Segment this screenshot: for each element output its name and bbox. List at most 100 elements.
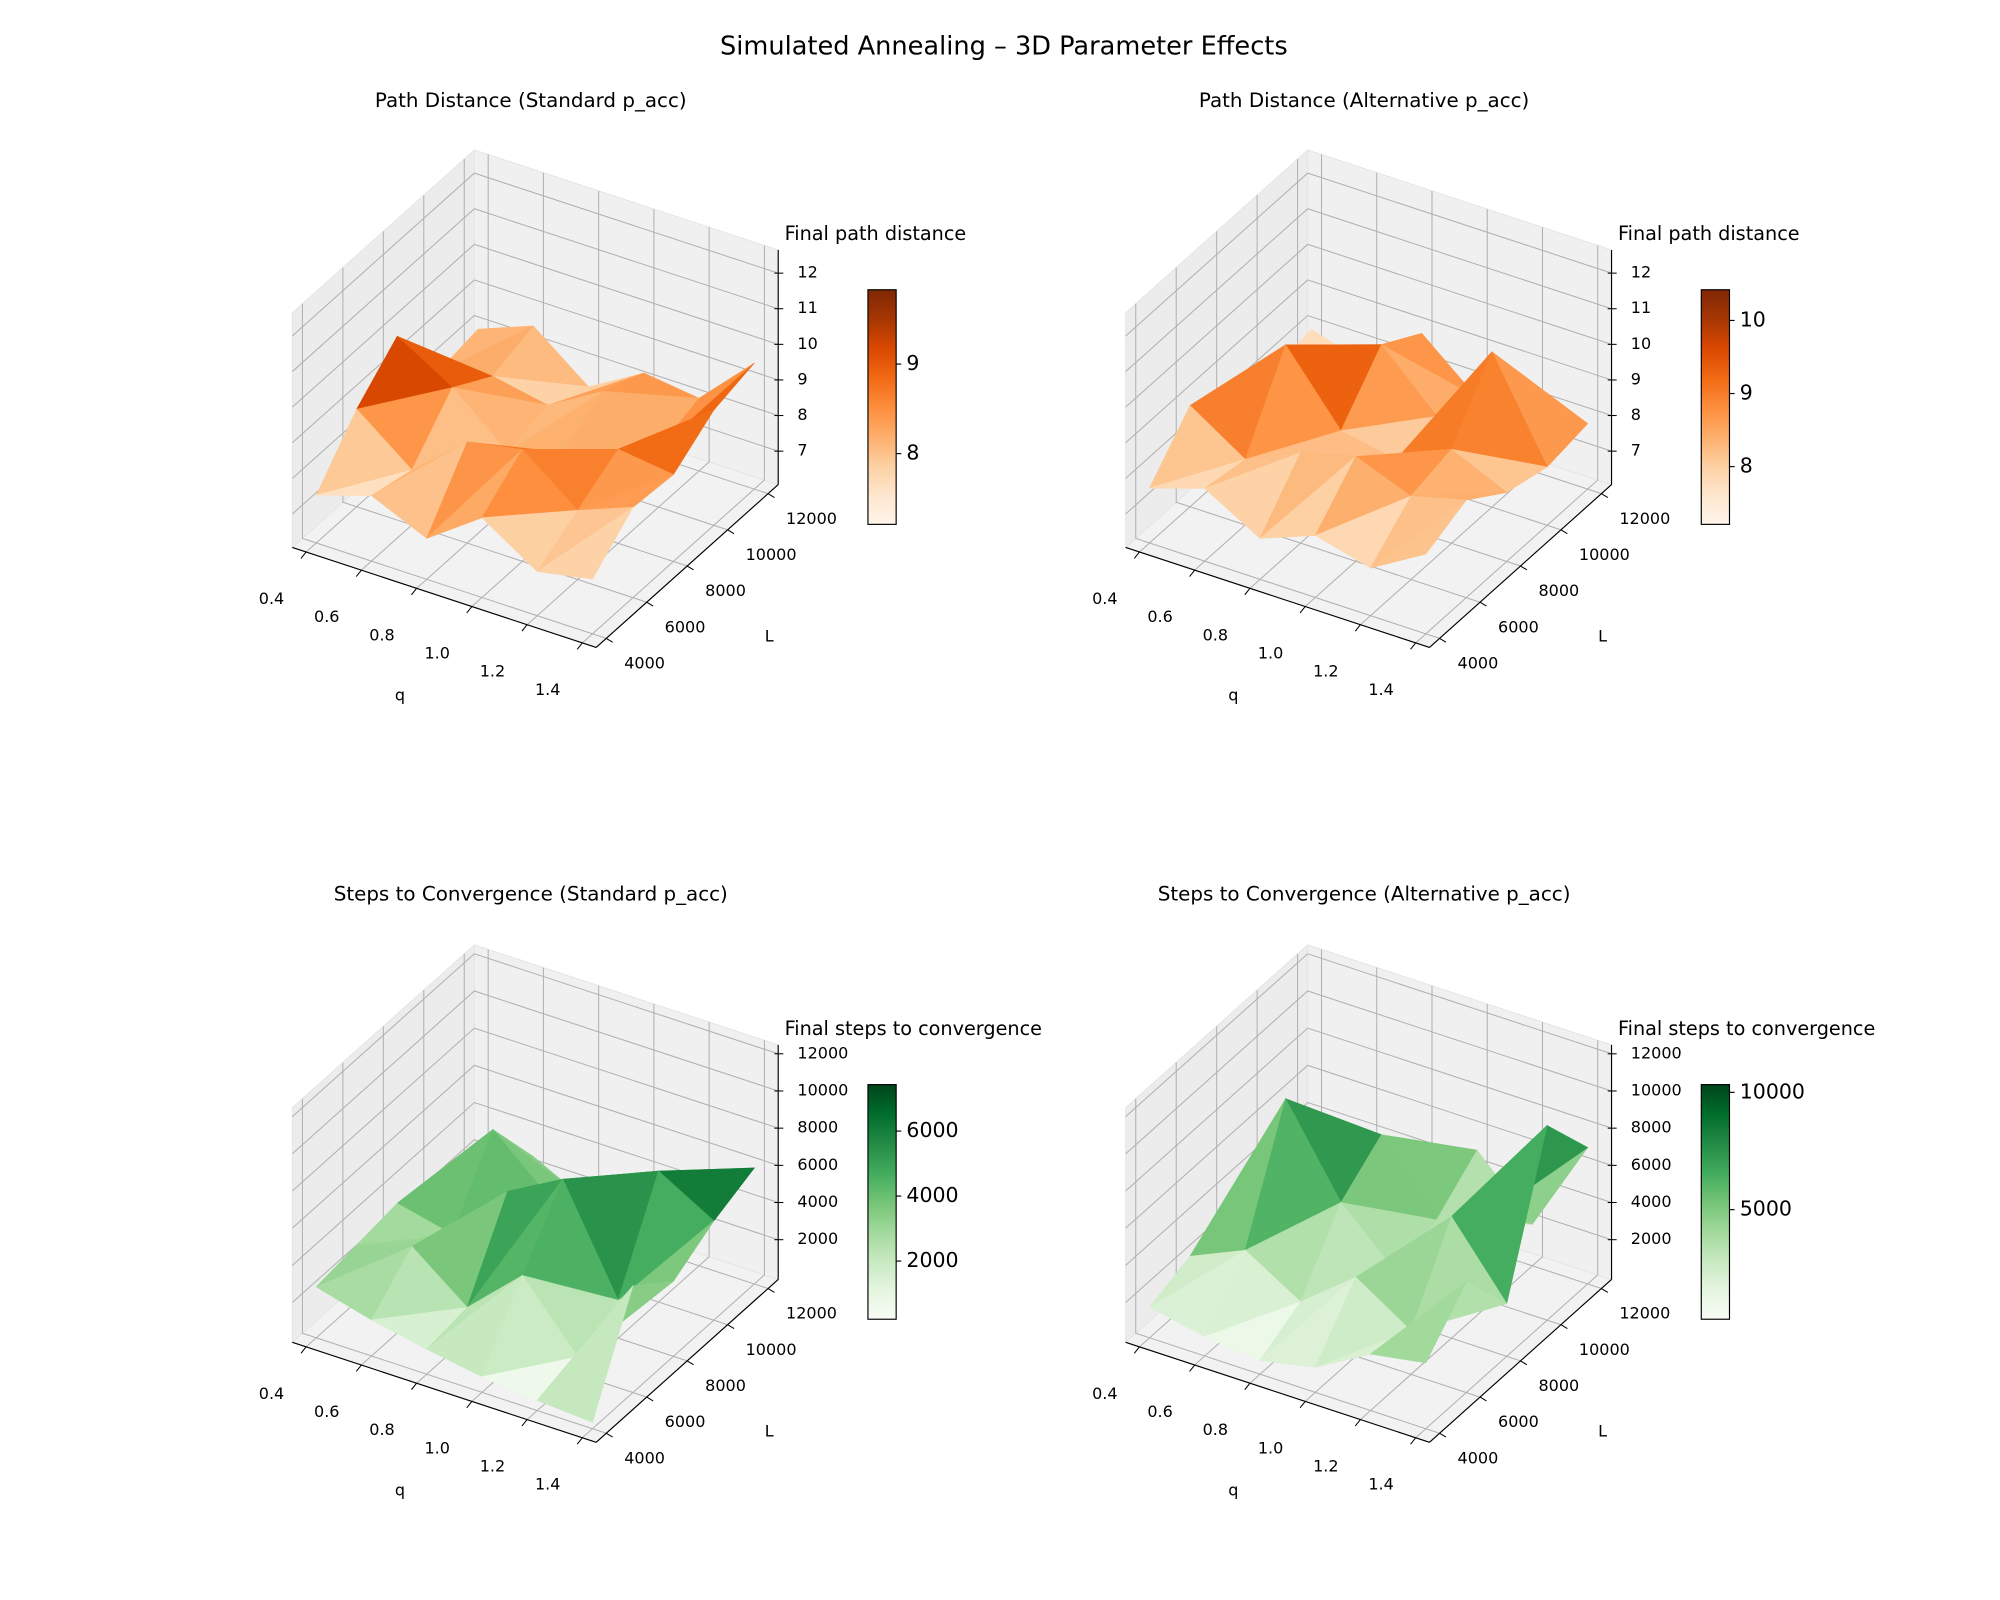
x-tick-label: 0.8: [1203, 1420, 1228, 1439]
z-tick-label: 6000: [1631, 1155, 1672, 1174]
x-tick-label: 0.6: [1147, 1402, 1172, 1421]
x-axis-label: q: [395, 1481, 405, 1500]
x-axis-label: q: [395, 686, 405, 705]
x-axis-line: [1125, 546, 1430, 648]
x-tick-label: 1.0: [1258, 1438, 1283, 1457]
colorbar-tick-label: 10: [1740, 307, 1766, 331]
x-tick-label: 1.2: [480, 662, 505, 681]
x-tick-label: 1.4: [1368, 1475, 1393, 1494]
x-tick-label: 1.2: [1313, 1457, 1338, 1476]
colorbar-tick-label: 5000: [1740, 1197, 1792, 1221]
y-axis-line: [595, 484, 779, 648]
y-tick-label: 8000: [705, 1376, 746, 1395]
subplot: Steps to Convergence (Alternative p_acc)…: [1092, 882, 1875, 1499]
y-tick-label: 10000: [1579, 1340, 1630, 1359]
x-tick: [1410, 642, 1417, 650]
y-tick-label: 6000: [665, 1412, 706, 1431]
y-tick: [767, 1288, 775, 1293]
y-grid-line: [1175, 267, 1481, 603]
x-grid-line: [582, 245, 765, 644]
y-axis-label: L: [765, 627, 774, 646]
z-grid-line: [291, 279, 779, 444]
y-tick-label: 6000: [665, 617, 706, 636]
x-tick-label: 1.2: [480, 1457, 505, 1476]
y-tick: [1479, 1396, 1487, 1402]
z-grid-line: [1125, 243, 1612, 408]
z-tick-label: 7: [797, 441, 807, 460]
x-tick-label: 1.0: [1258, 643, 1283, 662]
x-tick-label: 1.0: [424, 1438, 449, 1457]
y-axis-line: [1429, 1279, 1612, 1443]
colorbar-tick-label: 8: [906, 441, 919, 465]
z-grid-line: [291, 953, 779, 1117]
y-tick-label: 4000: [624, 654, 665, 673]
colorbar-tick-label: 2000: [906, 1248, 958, 1272]
y-tick: [1439, 637, 1447, 643]
x-tick: [355, 1364, 362, 1372]
z-axis-label: Final steps to convergence: [1618, 1017, 1875, 1040]
y-axis-line: [595, 1279, 779, 1443]
z-tick-label: 12000: [1631, 1043, 1682, 1062]
z-axis-label: Final path distance: [785, 222, 967, 245]
z-tick-label: 10: [1631, 334, 1651, 353]
x-tick: [466, 1401, 473, 1409]
x-tick: [521, 624, 528, 632]
surface-face: [536, 506, 634, 580]
y-axis-label: L: [1598, 1422, 1607, 1441]
y-tick: [727, 529, 735, 535]
x-tick-label: 1.2: [1313, 662, 1338, 681]
x-tick: [1189, 569, 1196, 577]
x-tick: [1189, 1364, 1196, 1372]
surface-face: [536, 1285, 634, 1423]
z-tick-label: 2000: [1631, 1229, 1672, 1248]
x-tick-label: 0.8: [1203, 625, 1228, 644]
x-grid-line: [582, 1040, 765, 1439]
x-grid-line: [1415, 245, 1599, 644]
y-tick-label: 10000: [1579, 545, 1630, 564]
colorbar-tick-label: 4000: [906, 1183, 958, 1207]
x-tick-label: 0.4: [259, 1384, 284, 1403]
y-tick-label: 4000: [1458, 1448, 1499, 1467]
y-tick: [1560, 529, 1568, 535]
y-tick: [1601, 1288, 1609, 1293]
z-tick-label: 12: [1631, 263, 1651, 282]
colorbar: [1700, 289, 1731, 525]
colorbar-tick-label: 6000: [906, 1118, 958, 1142]
x-tick: [1244, 588, 1251, 596]
z-grid-line: [291, 1101, 779, 1266]
x-tick: [411, 1382, 418, 1390]
y-tick-label: 4000: [624, 1448, 665, 1467]
y-tick: [1479, 601, 1487, 607]
z-grid-line: [1125, 990, 1612, 1155]
z-tick-label: 8000: [797, 1118, 838, 1137]
x-tick: [1299, 1401, 1306, 1409]
z-tick-label: 4000: [1631, 1192, 1672, 1211]
z-grid-line: [291, 1064, 779, 1229]
x-tick: [355, 569, 362, 577]
x-tick-label: 0.4: [1092, 589, 1117, 608]
y-tick: [646, 1396, 654, 1402]
y-grid-line: [1135, 1098, 1440, 1434]
y-grid-line: [301, 303, 607, 639]
x-axis-line: [1125, 1341, 1430, 1443]
y-tick-label: 4000: [1458, 654, 1499, 673]
z-axis-label: Final steps to convergence: [785, 1017, 1042, 1040]
z-grid-line: [291, 1027, 779, 1192]
y-tick: [686, 565, 694, 571]
x-axis-label: q: [1228, 686, 1238, 705]
z-grid-line: [1125, 172, 1612, 337]
x-tick-label: 0.4: [259, 589, 284, 608]
z-grid-line: [1125, 953, 1612, 1117]
colorbar-tick-label: 8: [1740, 454, 1753, 478]
x-tick: [1133, 1346, 1140, 1354]
y-tick: [1520, 565, 1528, 571]
z-tick-label: 12000: [797, 1043, 848, 1062]
colorbar-tick-label: 9: [1740, 381, 1753, 405]
y-tick: [646, 601, 654, 607]
subplot: Path Distance (Alternative p_acc) 0.4 0.6 0…: [1092, 89, 1799, 705]
z-grid-line: [1125, 208, 1612, 372]
x-tick-label: 1.4: [1368, 680, 1393, 699]
subplot-title: Path Distance (Standard p_acc): [375, 89, 687, 112]
z-tick-label: 10: [797, 334, 817, 353]
